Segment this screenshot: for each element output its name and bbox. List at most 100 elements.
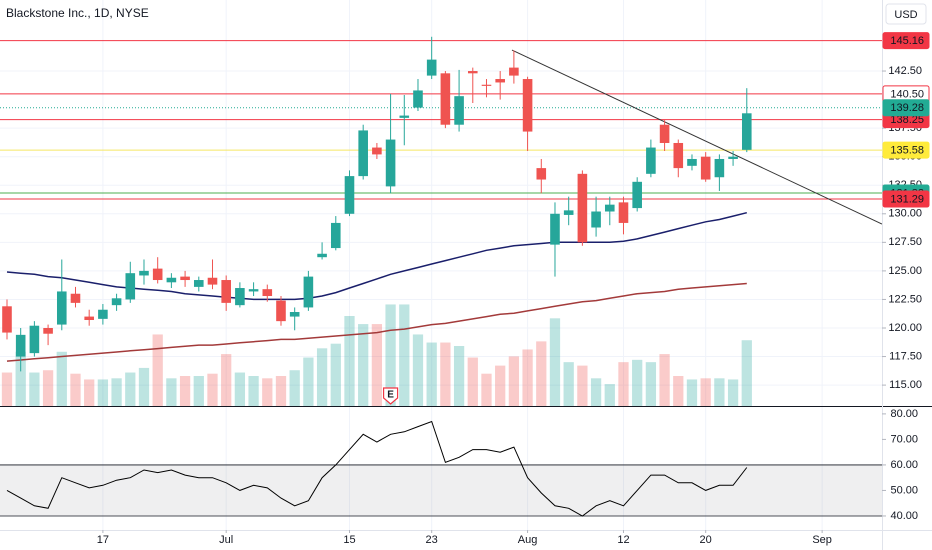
- candle-body: [70, 293, 81, 303]
- candle-body: [687, 158, 697, 166]
- rsi-tick-label: 60.00: [890, 459, 918, 471]
- volume-bar: [659, 354, 670, 406]
- candle-body: [426, 59, 437, 76]
- candle-body: [385, 139, 396, 187]
- candle-body: [84, 316, 94, 321]
- candle-body: [509, 67, 519, 76]
- candle-body: [262, 289, 273, 297]
- volume-bar: [289, 370, 300, 406]
- candle-body: [139, 270, 149, 276]
- y-tick-label: 125.00: [888, 265, 922, 277]
- candle-body: [303, 276, 314, 308]
- volume-bar: [221, 354, 232, 406]
- volume-bar: [467, 357, 478, 406]
- volume-bar: [344, 316, 355, 406]
- volume-bar: [15, 351, 26, 406]
- price-line-label: 140.50: [890, 88, 924, 100]
- volume-bar: [590, 378, 602, 406]
- x-tick-label: Jul: [219, 534, 233, 546]
- currency-button[interactable]: [885, 3, 927, 25]
- last-price-label: 139.28: [890, 102, 924, 114]
- candle-body: [56, 291, 67, 325]
- rsi-tick-label: 40.00: [890, 510, 918, 522]
- candle-body: [522, 79, 533, 132]
- y-tick-label: 122.50: [888, 293, 922, 305]
- price-line-badge: [882, 32, 930, 50]
- candle-body: [207, 277, 218, 285]
- candle-body: [166, 277, 177, 283]
- volume-bar: [440, 342, 451, 406]
- volume-bar: [248, 376, 259, 406]
- candle-body: [563, 210, 574, 215]
- price-line-badge: [882, 190, 930, 208]
- candle-body: [358, 130, 368, 177]
- volume-bar: [453, 346, 465, 406]
- volume-bar: [358, 324, 369, 406]
- volume-bar: [29, 372, 40, 406]
- volume-bar: [262, 378, 273, 406]
- candle-body: [248, 289, 259, 292]
- candle-body: [550, 213, 560, 245]
- candle-body: [413, 90, 423, 108]
- candle-body: [15, 334, 26, 357]
- candle-body: [125, 273, 136, 300]
- volume-bar: [207, 373, 218, 406]
- moving-average-line: [6, 282, 747, 362]
- volume-bar: [152, 334, 163, 406]
- volume-bar: [632, 359, 643, 406]
- volume-bar: [508, 356, 520, 406]
- volume-bar: [111, 378, 122, 406]
- candle-body: [591, 211, 601, 228]
- candle-body: [330, 222, 341, 249]
- volume-bar: [522, 349, 533, 406]
- rsi-line: [6, 420, 748, 517]
- rsi-tick-label: 80.00: [890, 408, 918, 420]
- x-tick-label: 20: [700, 534, 712, 546]
- volume-bar: [275, 376, 287, 406]
- x-tick-label: 23: [426, 534, 438, 546]
- volume-bar: [125, 372, 136, 406]
- candle-body: [618, 202, 629, 223]
- volume-bar: [1, 372, 13, 406]
- price-line-label: 135.58: [890, 144, 924, 156]
- volume-bar: [645, 362, 657, 406]
- candle-body: [454, 96, 464, 125]
- x-tick-label: 17: [97, 534, 109, 546]
- candle-body: [604, 204, 615, 212]
- volume-bar: [426, 342, 437, 406]
- x-tick-label: Sep: [812, 534, 832, 546]
- candle-body: [714, 158, 725, 178]
- y-tick-label: 142.50: [888, 65, 922, 77]
- candle-body: [193, 280, 204, 287]
- volume-bar: [673, 376, 684, 406]
- candle-body: [741, 113, 752, 150]
- candle-body: [440, 73, 451, 125]
- candle-body: [372, 147, 382, 155]
- volume-bar: [371, 324, 383, 406]
- currency-label[interactable]: USD: [894, 9, 917, 21]
- volume-bar: [399, 304, 410, 406]
- volume-bar: [618, 362, 629, 406]
- volume-bar: [70, 373, 81, 406]
- volume-bar: [330, 343, 341, 406]
- y-tick-label: 130.00: [888, 208, 922, 220]
- volume-bar: [303, 357, 314, 406]
- x-tick-label: 12: [617, 534, 629, 546]
- candle-body: [180, 276, 190, 281]
- volume-bar: [84, 379, 95, 406]
- volume-bar: [495, 365, 506, 406]
- y-tick-label: 115.00: [889, 379, 922, 391]
- volume-bar: [166, 378, 177, 406]
- candle-body: [632, 181, 642, 209]
- candle-body: [235, 288, 245, 306]
- rsi-tick-label: 70.00: [890, 433, 918, 445]
- candle-body: [2, 306, 12, 333]
- x-tick-label: Aug: [518, 534, 538, 546]
- volume-bar: [97, 379, 109, 406]
- trendline: [511, 49, 883, 225]
- candle-body: [344, 176, 355, 214]
- candle-body: [221, 280, 231, 303]
- volume-bar: [138, 367, 150, 406]
- volume-bar: [179, 376, 191, 406]
